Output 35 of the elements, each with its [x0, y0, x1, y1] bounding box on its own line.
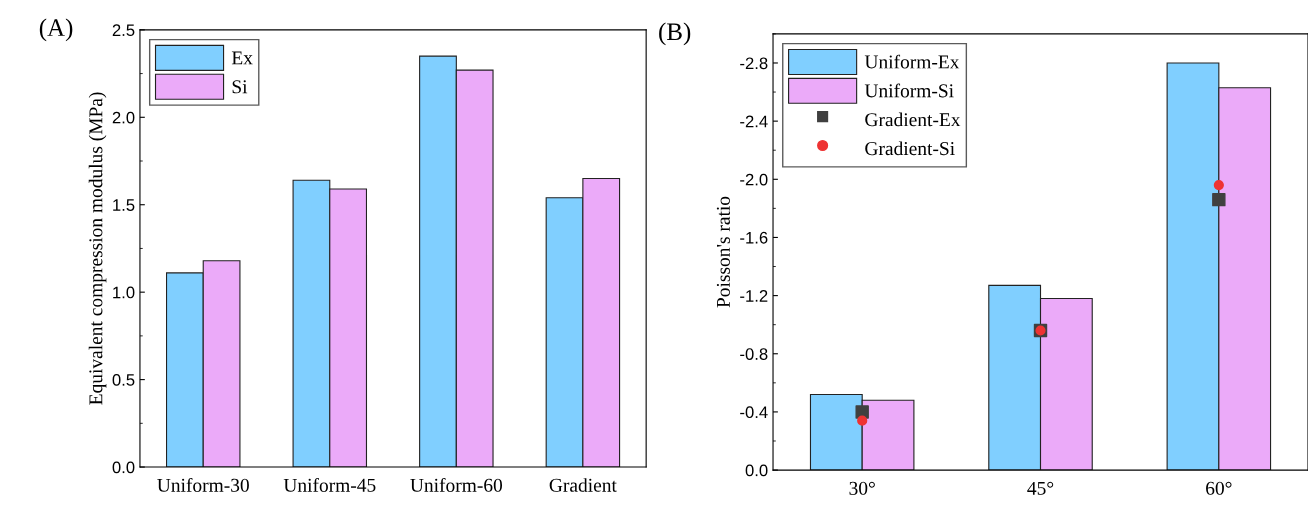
legend-label: Si [232, 80, 248, 94]
x-tick-label: 45° [1027, 481, 1054, 495]
x-tick-label: 60° [1206, 481, 1232, 495]
x-tick-label: Gradient [549, 478, 617, 492]
point [1212, 192, 1226, 207]
y-tick-label: 2.0 [112, 111, 135, 124]
y-tick-label: 1.5 [113, 199, 135, 211]
point [855, 405, 869, 419]
x-tick-label: Uniform-30 [157, 477, 249, 492]
y-tick-label: 0.5 [112, 374, 135, 386]
legend-label: Uniform-Si [864, 83, 954, 98]
chart-title: (A) [39, 18, 73, 42]
y-tick-label: -2.8 [740, 57, 768, 70]
y-tick-label: -0.8 [740, 348, 768, 360]
y-tick-label: 2.5 [112, 24, 135, 37]
y-tick-label: 0.0 [745, 464, 768, 477]
legend-label: Gradient-Si [865, 141, 955, 156]
y-tick-label: -0.4 [740, 406, 768, 419]
x-tick-label: Uniform-60 [410, 477, 503, 492]
y-axis-title: Equivalent compression modulus (MPa) [88, 92, 107, 405]
y-tick-label: -2.4 [740, 115, 768, 128]
y-tick-label: -1.6 [740, 231, 768, 244]
legend-label: Gradient-Ex [865, 112, 961, 127]
chart-title: (B) [659, 22, 691, 46]
y-tick-label: 1.0 [113, 286, 135, 299]
y-tick-label: -1.2 [740, 290, 768, 302]
y-axis-title: Poisson's ratio [716, 196, 730, 308]
legend-label: Ex [231, 51, 253, 65]
point [857, 415, 868, 426]
y-tick-label: -2.0 [740, 173, 768, 186]
x-tick-label: Uniform-45 [283, 477, 376, 492]
legend-label: Uniform-Ex [864, 54, 960, 69]
point [1213, 180, 1224, 191]
x-tick-label: 30° [849, 481, 875, 495]
y-tick-label: 0.0 [112, 461, 135, 474]
